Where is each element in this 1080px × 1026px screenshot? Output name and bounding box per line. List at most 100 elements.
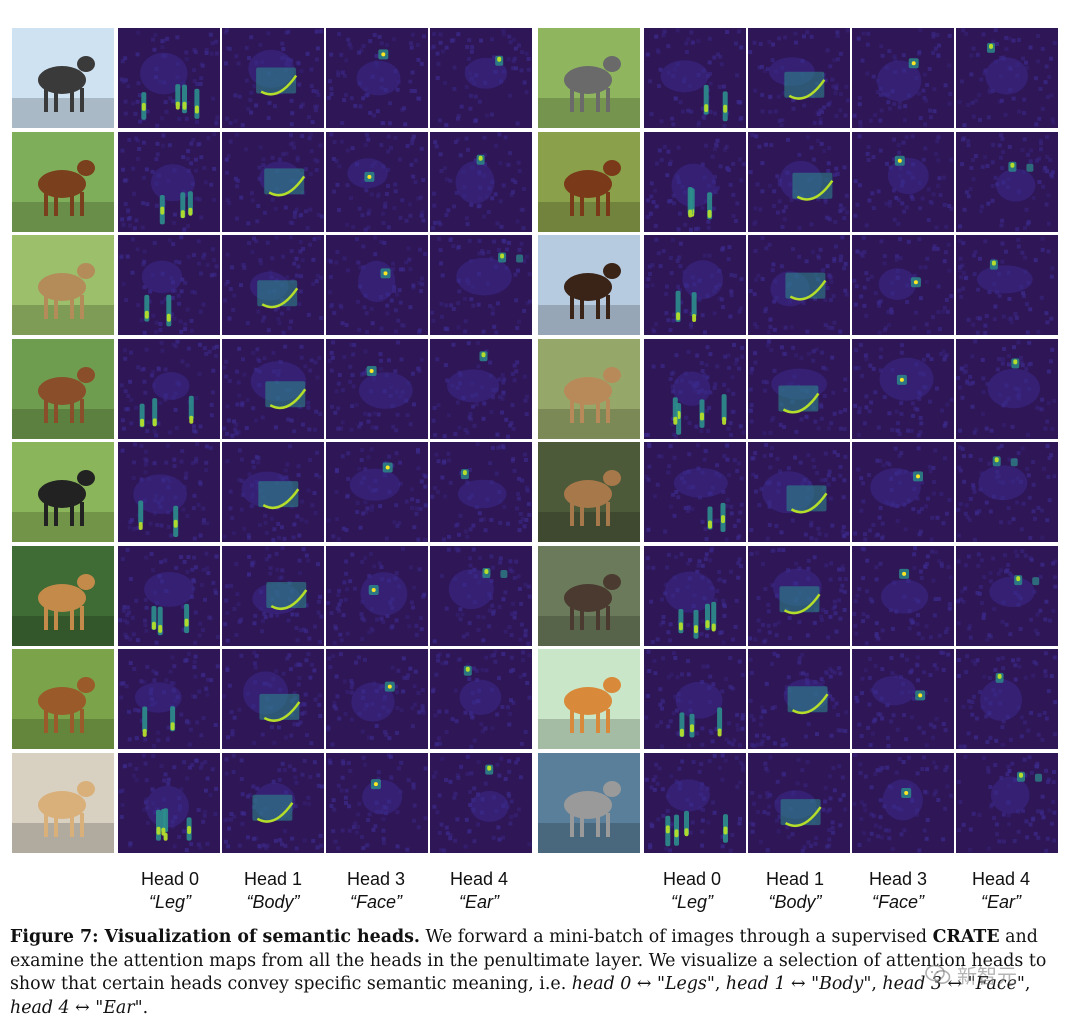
caption-head3: head 3 ↔ "Face" [882, 974, 1025, 994]
head-name: Head 1 [765, 869, 825, 889]
caption-sep: , [1024, 974, 1031, 994]
attention-map-head-3 [430, 28, 532, 128]
attention-map-head-3 [430, 235, 532, 335]
attention-map-head-2 [326, 442, 428, 542]
head-semantic: “Face” [871, 892, 924, 912]
attention-map-head-3 [430, 131, 532, 232]
animal-photo [12, 442, 114, 542]
attention-map-head-1 [222, 649, 324, 749]
caption-head1: head 1 ↔ "Body" [725, 974, 872, 994]
attention-map-head-2 [326, 131, 428, 232]
attention-map-head-0 [118, 752, 220, 853]
attention-map-head-3 [430, 752, 532, 853]
attention-map-head-0 [118, 28, 220, 128]
head-semantic: “Leg” [148, 892, 192, 912]
attention-map-head-3 [430, 545, 532, 646]
head-label: Head 3 “Face” [324, 868, 428, 914]
attention-map-head-3 [430, 338, 532, 439]
attention-map-head-1 [748, 545, 850, 646]
attention-map-head-2 [326, 235, 428, 335]
head-name: Head 3 [346, 869, 406, 889]
animal-photo [538, 442, 640, 542]
attention-map-head-3 [956, 545, 1058, 646]
attention-map-head-2 [852, 28, 954, 128]
attention-map-head-1 [222, 545, 324, 646]
head-name: Head 4 [449, 869, 509, 889]
attention-map-head-1 [222, 338, 324, 439]
head-semantic: “Body” [246, 892, 300, 912]
attention-map-head-0 [118, 649, 220, 749]
attention-map-head-0 [118, 235, 220, 335]
head-semantic: “Leg” [670, 892, 714, 912]
head-semantic: “Ear” [981, 892, 1021, 912]
attention-map-head-0 [644, 131, 746, 232]
head-name: Head 3 [868, 869, 928, 889]
head-label: Head 0 “Leg” [118, 868, 222, 914]
attention-map-head-3 [956, 442, 1058, 542]
animal-photo [12, 338, 114, 439]
attention-map-head-1 [222, 235, 324, 335]
animal-photo [12, 752, 114, 853]
attention-map-head-1 [748, 338, 850, 439]
attention-map-head-3 [430, 649, 532, 749]
attention-map-head-3 [956, 235, 1058, 335]
caption-crate: CRATE [932, 927, 1000, 947]
attention-map-head-2 [852, 545, 954, 646]
attention-map-head-0 [118, 131, 220, 232]
animal-photo [538, 752, 640, 853]
attention-map-head-2 [326, 649, 428, 749]
attention-map-head-0 [118, 545, 220, 646]
attention-map-head-3 [956, 28, 1058, 128]
attention-map-head-0 [644, 442, 746, 542]
head-label: Head 0 “Leg” [640, 868, 744, 914]
attention-map-head-2 [852, 752, 954, 853]
attention-map-head-1 [222, 442, 324, 542]
head-name: Head 0 [140, 869, 200, 889]
head-label: Head 4 “Ear” [949, 868, 1053, 914]
attention-map-head-2 [852, 235, 954, 335]
caption-label: Figure 7: Visualization of semantic head… [10, 927, 420, 947]
caption-head4: head 4 ↔ "Ear" [10, 997, 143, 1018]
head-name: Head 0 [662, 869, 722, 889]
attention-map-head-0 [644, 235, 746, 335]
animal-photo [12, 235, 114, 335]
attention-map-head-1 [748, 442, 850, 542]
attention-map-head-1 [748, 235, 850, 335]
attention-map-head-3 [956, 131, 1058, 232]
attention-map-head-2 [852, 131, 954, 232]
animal-photo [538, 545, 640, 646]
animal-photo [12, 131, 114, 232]
head-semantic: “Face” [349, 892, 402, 912]
attention-map-head-1 [748, 649, 850, 749]
attention-map-head-3 [956, 752, 1058, 853]
head-name: Head 4 [971, 869, 1031, 889]
attention-map-head-2 [326, 28, 428, 128]
animal-photo [12, 649, 114, 749]
animal-photo [538, 338, 640, 439]
attention-map-head-1 [748, 752, 850, 853]
attention-map-head-0 [118, 442, 220, 542]
attention-map-head-3 [956, 649, 1058, 749]
head-label: Head 3 “Face” [846, 868, 950, 914]
caption-text: and examine the attention maps from all … [10, 927, 1047, 994]
head-label: Head 1 “Body” [743, 868, 847, 914]
attention-map-head-1 [222, 28, 324, 128]
animal-photo [12, 28, 114, 128]
attention-map-head-1 [748, 131, 850, 232]
caption-head0: head 0 ↔ "Legs" [571, 974, 715, 994]
animal-photo [538, 131, 640, 232]
caption-end: . [142, 997, 149, 1018]
attention-map-head-0 [644, 545, 746, 646]
attention-map-head-0 [644, 649, 746, 749]
attention-map-head-2 [852, 338, 954, 439]
animal-photo [538, 28, 640, 128]
caption-sep: , [714, 974, 726, 994]
figure-caption: Figure 7: Visualization of semantic head… [10, 926, 1072, 1020]
attention-map-head-2 [326, 338, 428, 439]
attention-map-head-1 [748, 28, 850, 128]
attention-map-head-2 [326, 752, 428, 853]
animal-photo [538, 235, 640, 335]
head-name: Head 1 [243, 869, 303, 889]
attention-map-head-2 [852, 649, 954, 749]
attention-map-head-3 [956, 338, 1058, 439]
